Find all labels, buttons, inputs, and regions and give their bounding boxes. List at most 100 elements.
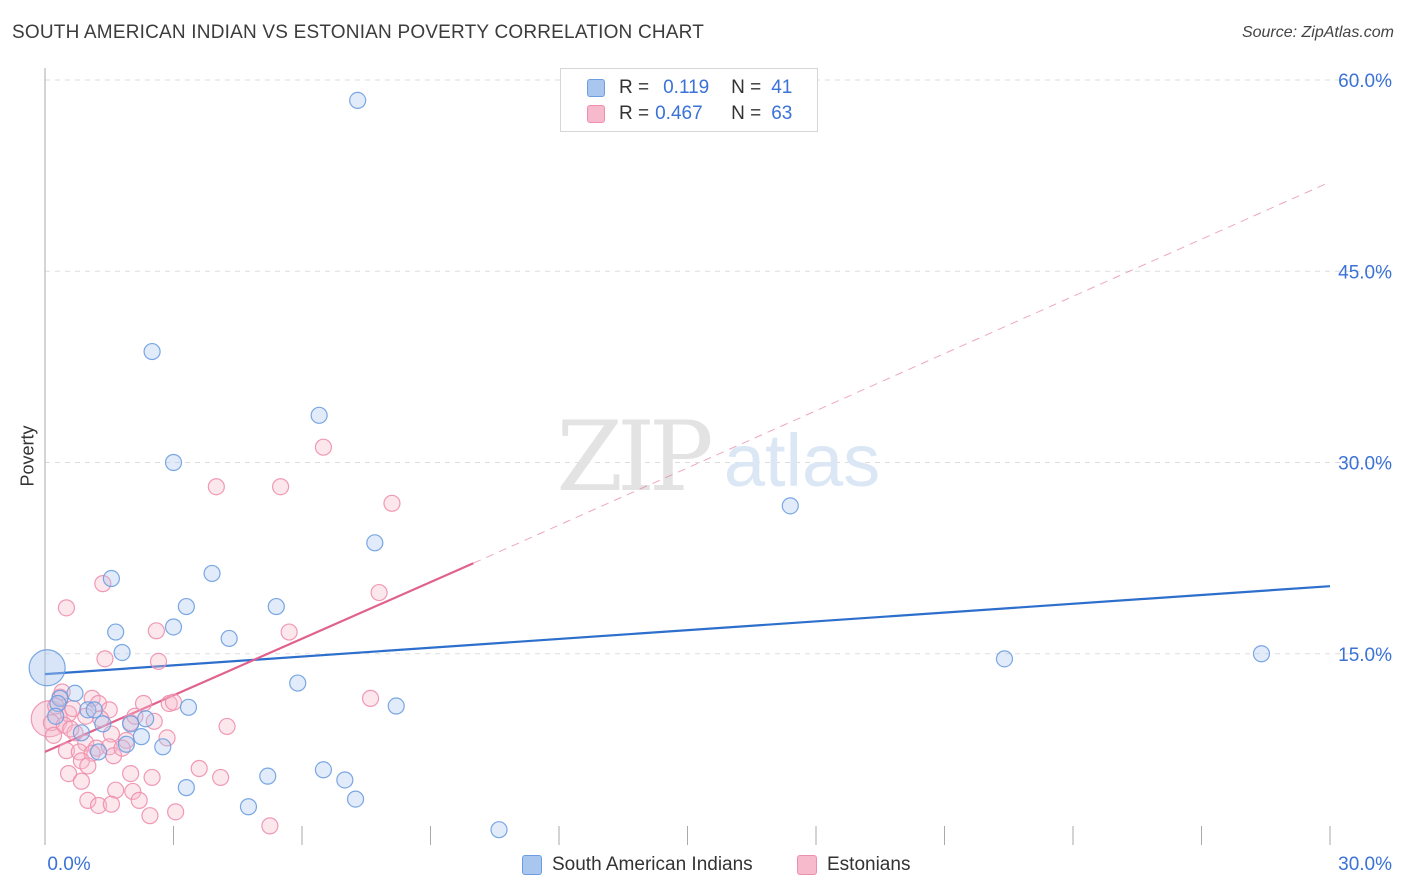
legend-r-value: 0.467 [655,103,703,124]
point-south-american-indians [781,497,799,515]
point-estonians [122,764,140,783]
point-south-american-indians [72,724,91,742]
watermark-atlas: atlas [724,419,880,502]
point-south-american-indians [102,569,120,588]
watermark: ZIP atlas [556,401,880,513]
point-estonians [44,726,63,744]
point-estonians [207,478,225,496]
point-estonians [59,764,78,783]
point-south-american-indians [289,674,307,692]
legend-r-label: R = [619,103,650,124]
point-south-american-indians [137,710,155,728]
point-south-american-indians [366,534,384,552]
point-south-american-indians [85,701,103,719]
point-south-american-indians [107,623,125,641]
legend-row-blue: R = 0.119 N = 41 [587,76,792,100]
series-label: Estonians [827,854,911,875]
point-south-american-indians [314,761,333,779]
point-south-american-indians [79,701,97,719]
point-estonians [102,795,120,813]
data-points [28,91,1271,839]
x-ticks [44,826,1331,845]
legend-n-value: 63 [771,103,793,124]
point-estonians [314,438,333,456]
point-south-american-indians [490,821,508,839]
point-estonians [271,478,290,496]
point-south-american-indians [49,694,67,713]
point-south-american-indians [349,91,367,110]
point-south-american-indians [346,790,365,808]
trend-line-estonians [44,562,474,753]
point-estonians [57,599,76,617]
x-tick-label: 0.0% [47,854,90,875]
point-south-american-indians [267,597,285,616]
point-south-american-indians [179,698,198,716]
point-estonians [212,768,230,787]
series-swatch-pink [797,855,817,875]
series-legend-blue: South American Indians [522,852,753,878]
point-south-american-indians [117,735,135,753]
legend-r-value: 0.119 [663,77,710,98]
point-estonians [143,768,161,787]
point-estonians [62,720,80,738]
point-south-american-indians [132,728,150,746]
legend-swatch-pink [587,105,605,123]
point-estonians [280,623,298,641]
point-south-american-indians [310,406,328,424]
x-tick-label: 30.0% [1338,854,1392,875]
point-south-american-indians [259,767,277,785]
point-estonians [107,781,125,799]
point-south-american-indians [995,650,1014,668]
point-estonians [218,717,236,736]
point-estonians [383,494,401,512]
y-tick-labels: 15.0% 30.0% 45.0% 60.0% [1338,71,1392,666]
point-estonians [149,652,168,671]
point-south-american-indians [143,342,161,361]
trend-lines [44,181,1331,753]
point-south-american-indians [154,738,172,756]
series-swatch-blue [522,855,542,875]
series-legend-pink: Estonians [797,852,910,878]
legend-n-value: 41 [771,77,793,98]
point-estonians [79,757,97,775]
point-estonians [261,817,279,835]
trend-line-south-american-indians [44,585,1331,676]
point-estonians [89,796,108,815]
point-estonians [167,803,185,821]
y-tick-label: 45.0% [1338,262,1392,283]
point-estonians [96,650,114,668]
source-label: Source: ZipAtlas.com [1241,24,1394,41]
point-south-american-indians [177,597,195,616]
point-south-american-indians [113,643,131,662]
point-south-american-indians [122,715,140,733]
point-estonians [164,693,183,711]
point-south-american-indians [28,649,66,687]
point-estonians [100,738,118,756]
y-tick-label: 15.0% [1338,645,1392,666]
point-estonians [79,791,97,809]
point-south-american-indians [94,715,112,733]
chart-title: SOUTH AMERICAN INDIAN VS ESTONIAN POVERT… [12,22,705,43]
y-tick-label: 30.0% [1338,454,1392,475]
point-south-american-indians [164,618,183,636]
trend-extension-estonians [473,181,1331,564]
legend-n-label: N = [731,103,762,124]
point-estonians [57,742,76,760]
point-south-american-indians [1252,645,1271,663]
point-estonians [158,729,176,747]
x-tick-labels: 0.0% 30.0% [47,854,1392,875]
watermark-zip: ZIP [556,401,711,513]
point-south-american-indians [47,707,65,725]
point-south-american-indians [387,697,405,715]
point-south-american-indians [164,453,183,472]
point-estonians [77,734,95,752]
legend-r-label: R = [619,77,650,98]
point-estonians [124,782,142,801]
gridlines [45,79,1392,655]
point-estonians [147,622,165,640]
point-estonians [190,759,208,778]
point-south-american-indians [66,684,84,702]
series-label: South American Indians [552,854,753,875]
point-south-american-indians [177,779,195,797]
